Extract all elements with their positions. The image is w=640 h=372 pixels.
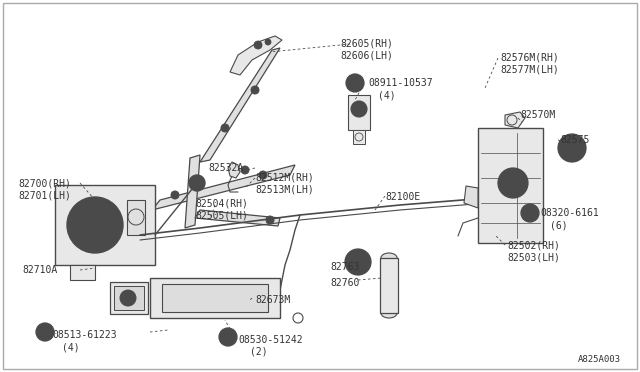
Bar bbox=[162, 284, 268, 312]
Circle shape bbox=[251, 86, 259, 94]
Circle shape bbox=[219, 328, 237, 346]
Bar bbox=[353, 130, 365, 144]
Circle shape bbox=[254, 41, 262, 49]
Polygon shape bbox=[200, 48, 280, 162]
Text: 08530-51242: 08530-51242 bbox=[238, 335, 303, 345]
Bar bbox=[110, 282, 148, 314]
Bar bbox=[127, 200, 145, 235]
Circle shape bbox=[346, 74, 364, 92]
Text: 82701(LH): 82701(LH) bbox=[18, 190, 71, 200]
Text: N: N bbox=[353, 78, 358, 87]
Bar bbox=[70, 265, 95, 280]
Circle shape bbox=[265, 39, 271, 45]
Polygon shape bbox=[185, 155, 200, 228]
Bar bbox=[478, 128, 543, 243]
Polygon shape bbox=[228, 162, 240, 178]
Text: 82512M(RH): 82512M(RH) bbox=[255, 173, 314, 183]
Polygon shape bbox=[464, 186, 478, 208]
Text: 82577M(LH): 82577M(LH) bbox=[500, 64, 559, 74]
Circle shape bbox=[241, 166, 249, 174]
Circle shape bbox=[558, 134, 586, 162]
Text: (4): (4) bbox=[62, 342, 79, 352]
Polygon shape bbox=[152, 165, 295, 210]
Circle shape bbox=[36, 323, 54, 341]
Text: 82576M(RH): 82576M(RH) bbox=[500, 52, 559, 62]
Text: (4): (4) bbox=[378, 90, 396, 100]
Text: 82513M(LH): 82513M(LH) bbox=[255, 185, 314, 195]
Text: 82700(RH): 82700(RH) bbox=[18, 178, 71, 188]
Circle shape bbox=[259, 171, 267, 179]
Ellipse shape bbox=[381, 253, 397, 263]
Text: A825A003: A825A003 bbox=[578, 355, 621, 364]
Text: 82710A: 82710A bbox=[22, 265, 57, 275]
Text: 82532A: 82532A bbox=[208, 163, 243, 173]
Text: S: S bbox=[42, 327, 47, 337]
Circle shape bbox=[90, 220, 100, 230]
Text: 82606(LH): 82606(LH) bbox=[340, 50, 393, 60]
Text: 08320-6161: 08320-6161 bbox=[540, 208, 599, 218]
Circle shape bbox=[352, 256, 364, 268]
Polygon shape bbox=[505, 112, 525, 128]
Circle shape bbox=[189, 175, 205, 191]
Bar bbox=[114, 286, 144, 310]
Circle shape bbox=[67, 197, 123, 253]
Circle shape bbox=[351, 101, 367, 117]
Text: S: S bbox=[225, 333, 230, 341]
Circle shape bbox=[521, 204, 539, 222]
Circle shape bbox=[120, 290, 136, 306]
Text: (2): (2) bbox=[250, 347, 268, 357]
Circle shape bbox=[221, 124, 229, 132]
Text: 82763: 82763 bbox=[330, 262, 360, 272]
Polygon shape bbox=[230, 36, 282, 75]
Text: 82100E: 82100E bbox=[385, 192, 420, 202]
Ellipse shape bbox=[381, 308, 397, 318]
Circle shape bbox=[266, 216, 274, 224]
Text: 82502(RH): 82502(RH) bbox=[507, 240, 560, 250]
Circle shape bbox=[498, 168, 528, 198]
Text: 82503(LH): 82503(LH) bbox=[507, 252, 560, 262]
Text: (6): (6) bbox=[550, 220, 568, 230]
Text: 08513-61223: 08513-61223 bbox=[52, 330, 116, 340]
Circle shape bbox=[564, 140, 580, 156]
Circle shape bbox=[193, 179, 201, 187]
Text: 82570M: 82570M bbox=[520, 110, 556, 120]
Circle shape bbox=[569, 145, 575, 151]
Bar bbox=[150, 278, 280, 318]
Circle shape bbox=[506, 176, 520, 190]
Circle shape bbox=[345, 249, 371, 275]
Text: 82605(RH): 82605(RH) bbox=[340, 38, 393, 48]
Text: 08911-10537: 08911-10537 bbox=[368, 78, 433, 88]
Polygon shape bbox=[195, 210, 280, 226]
Text: 82504(RH): 82504(RH) bbox=[195, 198, 248, 208]
Circle shape bbox=[356, 106, 362, 112]
Circle shape bbox=[510, 180, 516, 186]
Bar bbox=[380, 258, 398, 313]
Text: 82673M: 82673M bbox=[255, 295, 291, 305]
Circle shape bbox=[171, 191, 179, 199]
Text: 82575: 82575 bbox=[560, 135, 589, 145]
Text: B: B bbox=[527, 208, 532, 218]
Text: 82505(LH): 82505(LH) bbox=[195, 210, 248, 220]
Text: 82760: 82760 bbox=[330, 278, 360, 288]
Bar bbox=[55, 185, 155, 265]
Bar bbox=[348, 95, 370, 130]
